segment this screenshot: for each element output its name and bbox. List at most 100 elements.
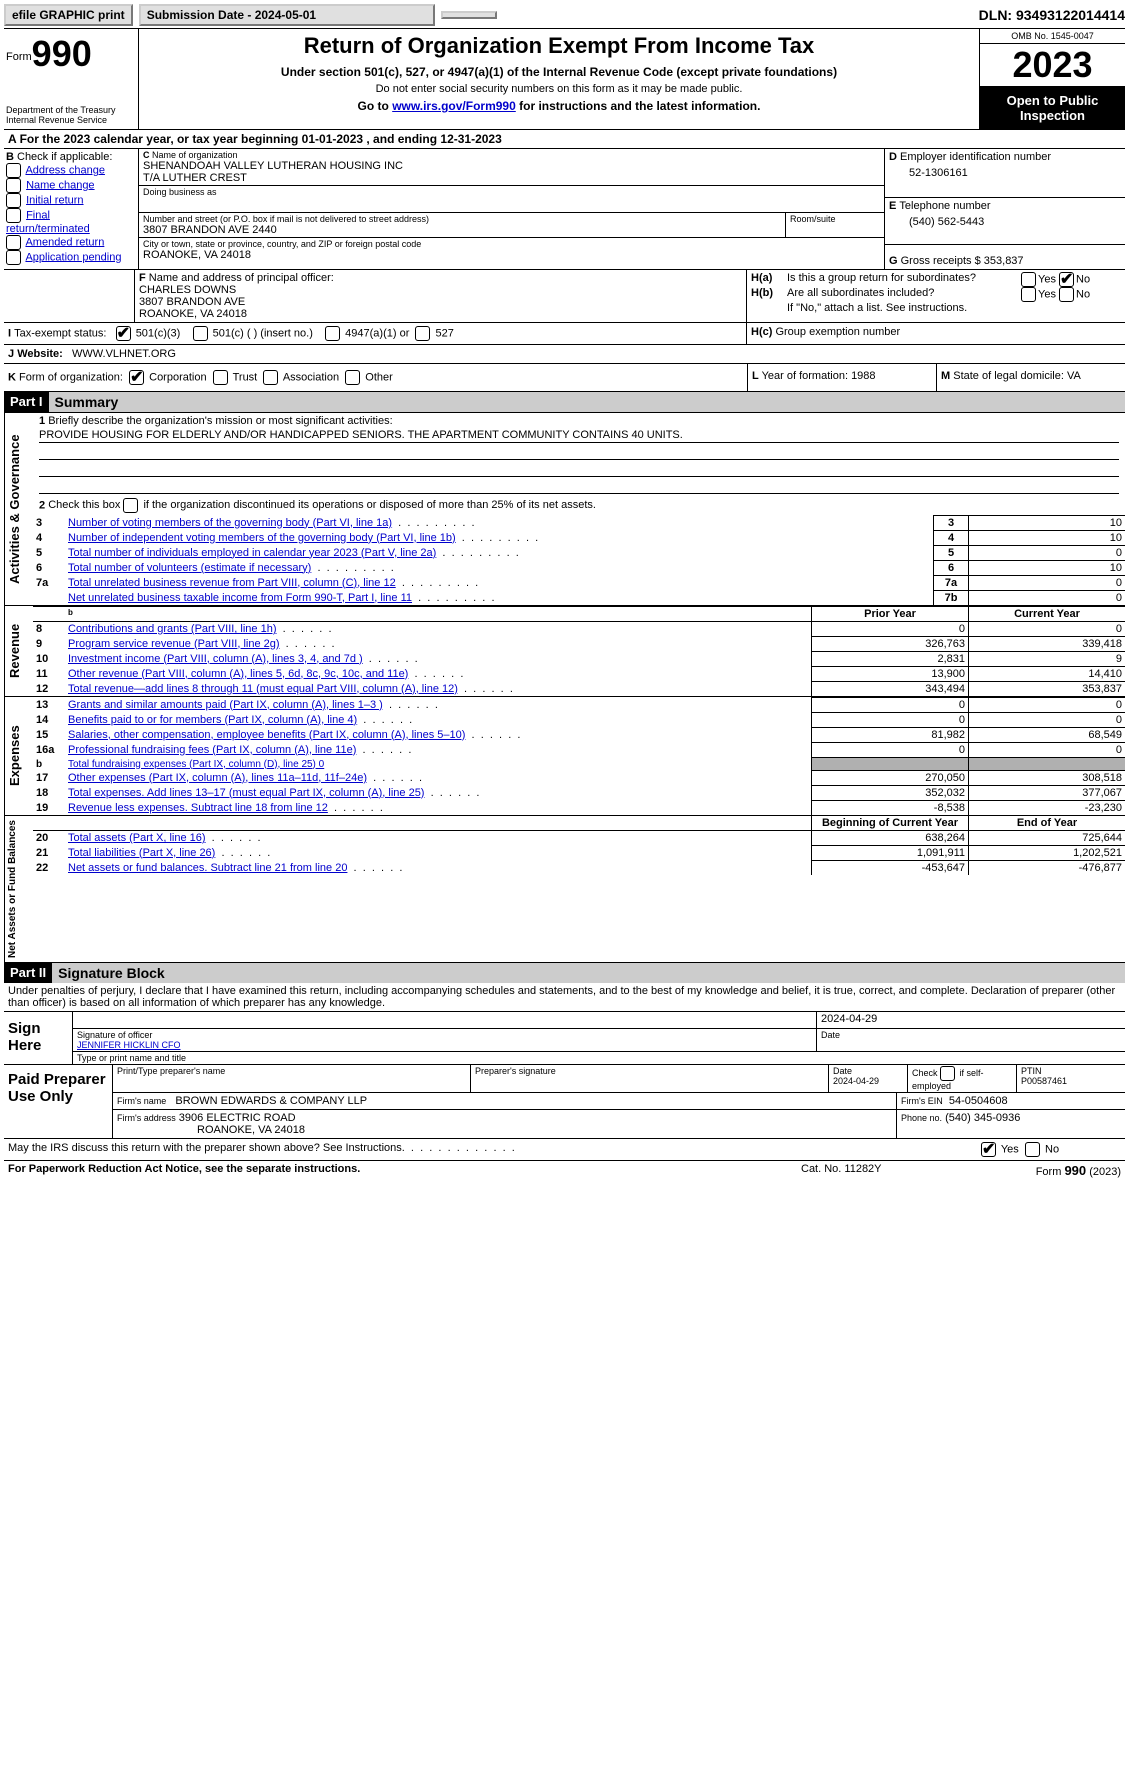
open-inspection: Open to Public Inspection [980,87,1125,129]
irs-label: Internal Revenue Service [6,115,136,125]
ha-no-checkbox[interactable] [1059,272,1074,287]
revenue-table: b Prior Year Current Year 8 Contribution… [33,606,1125,696]
line-link[interactable]: Investment income (Part VIII, column (A)… [68,653,363,665]
name-change-link[interactable]: Name change [26,179,95,191]
line-link[interactable]: Grants and similar amounts paid (Part IX… [68,699,383,711]
expenses-table: 13 Grants and similar amounts paid (Part… [33,697,1125,815]
net-assets-section: Net Assets or Fund Balances Beginning of… [4,815,1125,963]
line-link[interactable]: Total fundraising expenses (Part IX, col… [68,759,324,770]
line-link[interactable]: Total number of volunteers (estimate if … [68,562,311,574]
501c-checkbox[interactable] [193,326,208,341]
addr-change-checkbox[interactable] [6,163,21,178]
table-row: 9 Program service revenue (Part VIII, li… [33,637,1125,652]
paid-preparer-block: Paid Preparer Use Only Print/Type prepar… [4,1065,1125,1139]
form-subtitle: Under section 501(c), 527, or 4947(a)(1)… [143,65,975,79]
table-row: 22 Net assets or fund balances. Subtract… [33,861,1125,876]
section-i: I Tax-exempt status: 501(c)(3) 501(c) ( … [4,322,1125,344]
col-begin: Beginning of Current Year [812,816,969,831]
amended-checkbox[interactable] [6,235,21,250]
self-emp-label: Check if self-employed [908,1065,1017,1092]
officer-name-link[interactable]: JENNIFER HICKLIN CFO [77,1040,181,1050]
goto-post: for instructions and the latest informat… [516,99,761,113]
other-checkbox[interactable] [345,370,360,385]
line-link[interactable]: Number of independent voting members of … [68,532,456,544]
line-link[interactable]: Professional fundraising fees (Part IX, … [68,744,356,756]
part2-header-row: Part II Signature Block [4,963,1125,983]
section-j: J Website: WWW.VLHNET.ORG [4,344,1125,363]
line-link[interactable]: Total expenses. Add lines 13–17 (must eq… [68,787,424,799]
line-link[interactable]: Total revenue—add lines 8 through 11 (mu… [68,683,458,695]
net-assets-table: Beginning of Current Year End of Year 20… [33,816,1125,875]
line-link[interactable]: Total unrelated business revenue from Pa… [68,577,396,589]
firm-phone-label: Phone no. [901,1113,942,1123]
part2-header: Part II [4,963,52,983]
line-link[interactable]: Contributions and grants (Part VIII, lin… [68,623,277,635]
firm-ein: 54-0504608 [949,1095,1008,1107]
line-link[interactable]: Other revenue (Part VIII, column (A), li… [68,668,408,680]
table-row: 11 Other revenue (Part VIII, column (A),… [33,667,1125,682]
4947-checkbox[interactable] [325,326,340,341]
ha-yes-checkbox[interactable] [1021,272,1036,287]
final-return-checkbox[interactable] [6,208,21,223]
city-label: City or town, state or province, country… [143,239,880,249]
form990-link[interactable]: www.irs.gov/Form990 [392,99,516,113]
527-checkbox[interactable] [415,326,430,341]
part1-header-row: Part I Summary [4,392,1125,412]
table-row: 18 Total expenses. Add lines 13–17 (must… [33,786,1125,801]
section-a: A For the 2023 calendar year, or tax yea… [4,129,1125,148]
app-pending-link[interactable]: Application pending [25,251,121,263]
phone-value: (540) 562-5443 [889,216,1121,228]
line-link[interactable]: Total assets (Part X, line 16) [68,832,206,844]
l-value: 1988 [851,370,875,382]
sig-date: 2024-04-29 [817,1012,1125,1028]
app-pending-checkbox[interactable] [6,250,21,265]
line-link[interactable]: Revenue less expenses. Subtract line 18 … [68,802,328,814]
gross-value: 353,837 [984,255,1024,267]
website-value: WWW.VLHNET.ORG [72,348,176,360]
line-link[interactable]: Net assets or fund balances. Subtract li… [68,862,347,874]
corp-checkbox[interactable] [129,370,144,385]
table-row: Net unrelated business taxable income fr… [33,591,1125,606]
501c3-checkbox[interactable] [116,326,131,341]
discuss-no-checkbox[interactable] [1025,1142,1040,1157]
line-link[interactable]: Total number of individuals employed in … [68,547,436,559]
line-link[interactable]: Other expenses (Part IX, column (A), lin… [68,772,367,784]
firm-addr2: ROANOKE, VA 24018 [117,1124,892,1136]
governance-table: 3 Number of voting members of the govern… [33,515,1125,605]
discuss-yes-checkbox[interactable] [981,1142,996,1157]
table-row: 13 Grants and similar amounts paid (Part… [33,698,1125,713]
line-link[interactable]: Benefits paid to or for members (Part IX… [68,714,357,726]
table-row: 20 Total assets (Part X, line 16) . . . … [33,831,1125,846]
firm-addr1: 3906 ELECTRIC ROAD [179,1112,296,1124]
assoc-checkbox[interactable] [263,370,278,385]
street-value: 3807 BRANDON AVE 2440 [143,224,781,236]
initial-return-checkbox[interactable] [6,193,21,208]
trust-checkbox[interactable] [213,370,228,385]
addr-change-link[interactable]: Address change [25,164,105,176]
discuss-text: May the IRS discuss this return with the… [8,1142,405,1154]
amended-link[interactable]: Amended return [25,236,104,248]
ha-label: Is this a group return for subordinates? [787,272,1021,287]
line-link[interactable]: Salaries, other compensation, employee b… [68,729,465,741]
line-link[interactable]: Total liabilities (Part X, line 26) [68,847,215,859]
blank-button[interactable] [441,11,497,19]
sections-b-g: B Check if applicable: Address change Na… [4,148,1125,269]
line-link[interactable]: Number of voting members of the governin… [68,517,392,529]
table-row: 21 Total liabilities (Part X, line 26) .… [33,846,1125,861]
hb-yes-checkbox[interactable] [1021,287,1036,302]
efile-print-button[interactable]: efile GRAPHIC print [4,4,133,26]
line-link[interactable]: Net unrelated business taxable income fr… [68,592,412,604]
goto-pre: Go to [358,99,393,113]
hb-no-checkbox[interactable] [1059,287,1074,302]
initial-return-link[interactable]: Initial return [26,194,83,206]
l2-checkbox[interactable] [123,498,138,513]
line-link[interactable]: Program service revenue (Part VIII, line… [68,638,280,650]
self-emp-checkbox[interactable] [940,1066,955,1081]
tax-status-label: Tax-exempt status: [14,327,106,339]
table-row: b Total fundraising expenses (Part IX, c… [33,758,1125,771]
submission-date-button[interactable]: Submission Date - 2024-05-01 [139,4,435,26]
opt-527: 527 [436,327,454,339]
name-change-checkbox[interactable] [6,178,21,193]
table-row: 14 Benefits paid to or for members (Part… [33,713,1125,728]
c-name-label: Name of organization [152,150,238,160]
